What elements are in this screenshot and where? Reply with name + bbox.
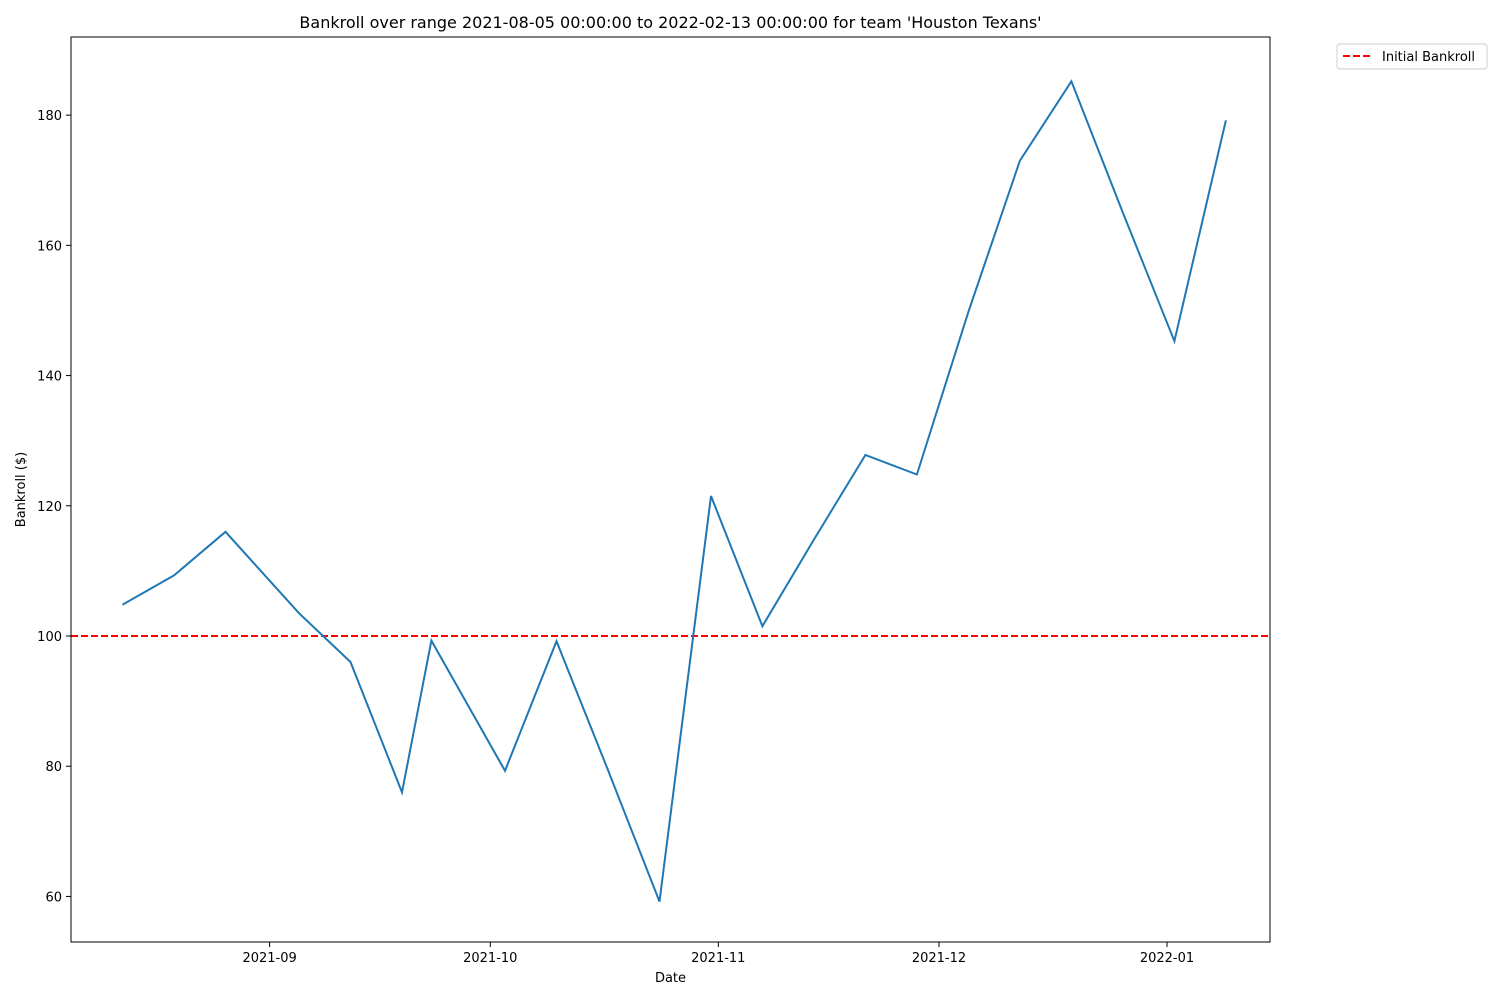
y-tick-label: 100 xyxy=(37,630,62,645)
x-tick-label: 2021-09 xyxy=(242,951,296,966)
x-tick-label: 2021-11 xyxy=(691,951,745,966)
axes-frame xyxy=(70,36,1271,943)
y-axis-ticks: 60 80 100 120 140 160 180 xyxy=(37,109,71,905)
x-tick-label: 2022-01 xyxy=(1140,951,1194,966)
x-tick-label: 2021-10 xyxy=(463,951,517,966)
y-tick-label: 80 xyxy=(45,760,62,775)
y-tick-label: 60 xyxy=(45,890,62,905)
x-tick-label: 2021-12 xyxy=(912,951,966,966)
bankroll-series-line xyxy=(122,79,1227,902)
y-tick-label: 140 xyxy=(37,370,62,385)
x-axis-label: Date xyxy=(655,971,686,986)
legend-box xyxy=(1336,43,1488,70)
y-tick-label: 160 xyxy=(37,239,62,254)
plot-area xyxy=(70,36,1271,943)
chart-title: Bankroll over range 2021-08-05 00:00:00 … xyxy=(299,13,1041,32)
legend-label-initial-bankroll: Initial Bankroll xyxy=(1382,50,1475,65)
y-axis-label: Bankroll ($) xyxy=(14,452,29,527)
y-tick-label: 180 xyxy=(37,109,62,124)
x-axis-ticks: 2021-09 2021-10 2021-11 2021-12 2022-01 xyxy=(242,942,1194,966)
legend: Initial Bankroll xyxy=(1336,43,1488,70)
y-tick-label: 120 xyxy=(37,500,62,515)
